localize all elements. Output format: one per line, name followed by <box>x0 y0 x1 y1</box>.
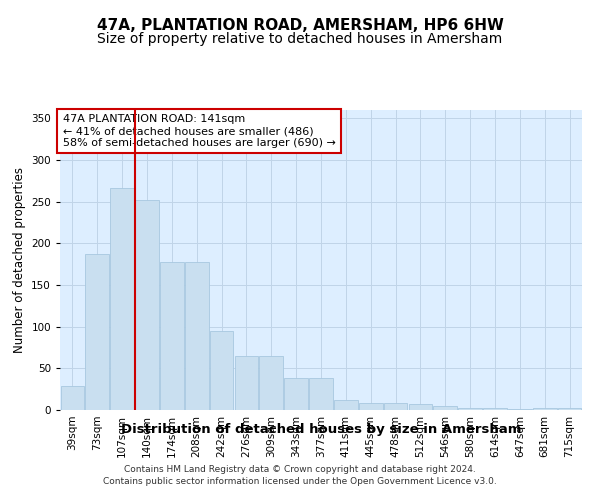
Bar <box>85 254 109 410</box>
Bar <box>359 402 383 410</box>
Bar <box>135 200 159 410</box>
Text: 47A, PLANTATION ROAD, AMERSHAM, HP6 6HW: 47A, PLANTATION ROAD, AMERSHAM, HP6 6HW <box>97 18 503 32</box>
Bar <box>409 404 432 410</box>
Text: Size of property relative to detached houses in Amersham: Size of property relative to detached ho… <box>97 32 503 46</box>
Bar <box>110 188 134 410</box>
Text: 47A PLANTATION ROAD: 141sqm
← 41% of detached houses are smaller (486)
58% of se: 47A PLANTATION ROAD: 141sqm ← 41% of det… <box>62 114 335 148</box>
Bar <box>259 356 283 410</box>
Bar <box>558 408 581 410</box>
Bar <box>384 402 407 410</box>
Bar <box>508 409 532 410</box>
Text: Contains HM Land Registry data © Crown copyright and database right 2024.: Contains HM Land Registry data © Crown c… <box>124 465 476 474</box>
Text: Distribution of detached houses by size in Amersham: Distribution of detached houses by size … <box>121 422 521 436</box>
Bar <box>458 408 482 410</box>
Text: Contains public sector information licensed under the Open Government Licence v3: Contains public sector information licen… <box>103 478 497 486</box>
Bar <box>235 356 258 410</box>
Bar <box>284 378 308 410</box>
Bar <box>334 400 358 410</box>
Bar <box>185 262 209 410</box>
Bar <box>210 331 233 410</box>
Bar <box>160 262 184 410</box>
Bar <box>433 406 457 410</box>
Y-axis label: Number of detached properties: Number of detached properties <box>13 167 26 353</box>
Bar <box>533 408 557 410</box>
Bar <box>483 408 507 410</box>
Bar <box>309 378 333 410</box>
Bar <box>61 386 84 410</box>
